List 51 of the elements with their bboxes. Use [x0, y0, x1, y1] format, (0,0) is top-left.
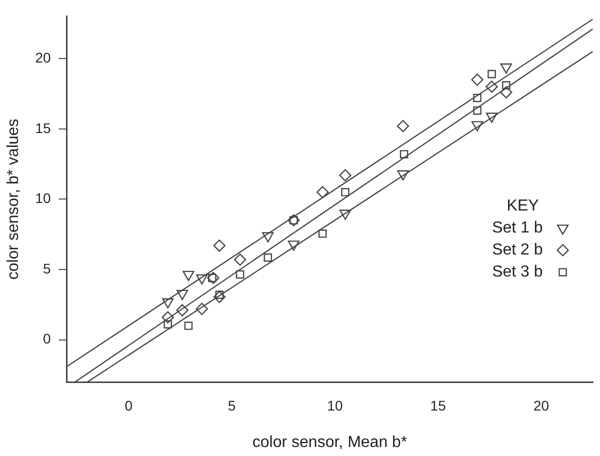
point — [396, 120, 410, 132]
point — [162, 311, 174, 324]
point — [473, 94, 482, 102]
point — [397, 170, 409, 180]
x-tick-label: 10 — [327, 397, 343, 414]
point — [196, 302, 208, 315]
point — [207, 272, 220, 284]
x-tick-label: 15 — [430, 397, 446, 414]
point — [318, 230, 327, 238]
point — [341, 188, 350, 196]
point — [486, 112, 498, 123]
x-tick-label: 5 — [228, 397, 236, 414]
point — [162, 298, 174, 308]
legend-label: Set 3 b — [492, 264, 543, 281]
point — [213, 240, 226, 252]
point — [262, 232, 274, 242]
x-axis-title: color sensor, Mean b* — [252, 434, 408, 451]
point — [471, 74, 484, 86]
legend-title: KEY — [506, 198, 540, 215]
point — [473, 106, 482, 115]
point — [488, 70, 496, 78]
point — [182, 270, 194, 282]
x-tick-label: 20 — [533, 397, 550, 414]
point — [184, 322, 193, 330]
x-tick-label: 0 — [124, 397, 133, 414]
point — [316, 186, 329, 198]
point — [486, 80, 498, 93]
y-axis-title: color sensor, b* values — [5, 118, 22, 280]
point — [196, 274, 208, 285]
point — [339, 210, 352, 220]
point — [400, 150, 408, 158]
point — [471, 121, 484, 132]
point — [164, 320, 172, 328]
point — [500, 86, 512, 98]
point — [500, 63, 512, 74]
point — [502, 81, 510, 90]
point — [288, 240, 300, 251]
y-tick-label: 10 — [35, 190, 51, 206]
legend-label: Set 1 b — [492, 220, 543, 237]
y-tick-label: 5 — [42, 260, 51, 276]
y-tick-label: 15 — [35, 120, 51, 136]
point — [236, 270, 244, 279]
point — [264, 253, 272, 262]
point — [176, 290, 188, 300]
y-tick-label: 20 — [35, 49, 51, 66]
point — [339, 169, 352, 182]
point — [176, 304, 188, 316]
point — [213, 290, 226, 304]
point — [234, 254, 246, 266]
y-tick-label: 0 — [42, 330, 51, 347]
legend-label: Set 2 b — [492, 242, 543, 259]
